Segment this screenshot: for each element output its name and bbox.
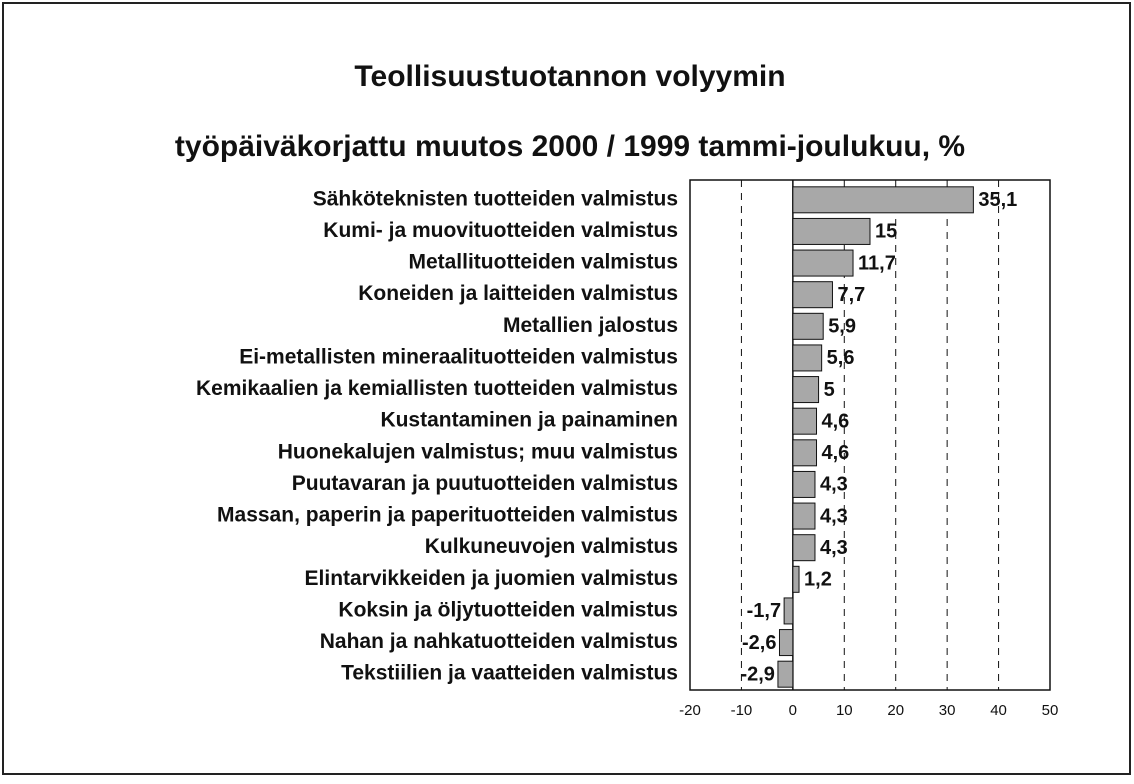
y-tick-label: Koneiden ja laitteiden valmistus: [358, 282, 678, 305]
bar: [778, 629, 794, 657]
y-tick-label: Huonekalujen valmistus; muu valmistus: [278, 440, 678, 463]
x-tick-label: 10: [836, 702, 853, 719]
value-label: 4,6: [822, 442, 850, 464]
value-label: 4,3: [820, 505, 848, 527]
plot-area: [689, 179, 1051, 691]
y-tick-label: Kustantaminen ja painaminen: [380, 409, 678, 432]
y-tick-label: Elintarvikkeiden ja juomien valmistus: [305, 567, 678, 590]
bar: [792, 249, 854, 277]
y-tick-label: Metallien jalostus: [503, 314, 678, 337]
value-label: 5,9: [828, 316, 856, 338]
y-tick-label: Kulkuneuvojen valmistus: [425, 535, 678, 558]
value-label: -2,6: [742, 632, 776, 654]
y-tick-label: Tekstiilien ja vaatteiden valmistus: [341, 662, 678, 685]
value-label: 35,1: [978, 189, 1017, 211]
chart-title: Teollisuustuotannon volyymin: [354, 60, 785, 93]
chart-subtitle: työpäiväkorjattu muutos 2000 / 1999 tamm…: [175, 130, 965, 163]
y-tick-label: Koksin ja öljytuotteiden valmistus: [338, 598, 678, 621]
y-tick-label: Sähköteknisten tuotteiden valmistus: [313, 187, 678, 210]
y-tick-label: Nahan ja nahkatuotteiden valmistus: [320, 630, 678, 653]
bar: [792, 376, 820, 404]
x-tick-label: 40: [990, 702, 1007, 719]
value-label: 4,6: [822, 410, 850, 432]
y-tick-label: Kemikaalien ja kemiallisten tuotteiden v…: [196, 377, 678, 400]
value-label: 15: [875, 221, 897, 243]
y-tick-label: Metallituotteiden valmistus: [408, 251, 678, 274]
bar: [792, 502, 816, 530]
bar: [792, 186, 974, 214]
bar: [783, 597, 794, 625]
y-tick-label: Puutavaran ja puutuotteiden valmistus: [292, 472, 678, 495]
bar: [792, 312, 824, 340]
x-tick-label: 20: [887, 702, 904, 719]
value-label: 11,7: [858, 252, 896, 274]
y-tick-label: Massan, paperin ja paperituotteiden valm…: [217, 504, 678, 527]
bar: [792, 470, 816, 498]
x-tick-label: -10: [731, 702, 753, 719]
bar: [792, 281, 833, 309]
bar: [792, 534, 816, 562]
bar: [792, 565, 800, 593]
value-label: 1,2: [804, 569, 832, 591]
bar: [792, 407, 818, 435]
x-tick-label: 30: [939, 702, 956, 719]
bar: [792, 217, 871, 245]
bar: [777, 660, 794, 688]
value-label: -2,9: [740, 663, 774, 685]
y-tick-label: Kumi- ja muovituotteiden valmistus: [323, 219, 678, 242]
y-tick-label: Ei-metallisten mineraalituotteiden valmi…: [239, 345, 678, 368]
value-label: 5,6: [827, 347, 855, 369]
value-label: 5: [824, 379, 835, 401]
value-label: 4,3: [820, 537, 848, 559]
bar: [792, 439, 818, 467]
x-tick-label: 50: [1042, 702, 1059, 719]
value-label: 4,3: [820, 474, 848, 496]
value-label: 7,7: [837, 284, 865, 306]
x-tick-label: -20: [679, 702, 701, 719]
value-label: -1,7: [747, 600, 781, 622]
bar: [792, 344, 823, 372]
x-tick-label: 0: [789, 702, 797, 719]
